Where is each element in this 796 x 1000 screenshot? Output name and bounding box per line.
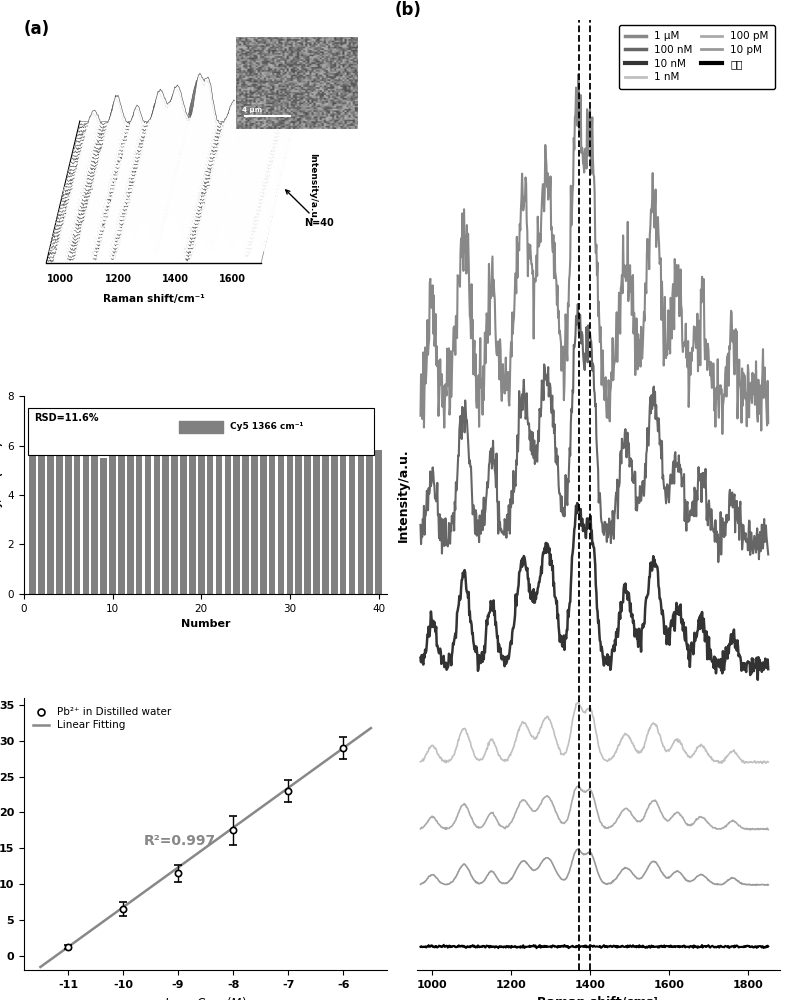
- Text: 1600: 1600: [219, 274, 246, 284]
- Text: (b): (b): [395, 1, 422, 19]
- X-axis label: Raman shift/cm⁻¹: Raman shift/cm⁻¹: [537, 995, 659, 1000]
- Linear Fitting: [206, 838, 216, 850]
- Bar: [136, 438, 142, 594]
- X-axis label: $Log_{10}C_{Pb^{2+}}(M)$: $Log_{10}C_{Pb^{2+}}(M)$: [164, 995, 247, 1000]
- Bar: [233, 433, 240, 594]
- Text: 1400: 1400: [162, 274, 189, 284]
- Bar: [340, 446, 346, 594]
- Bar: [47, 450, 54, 594]
- Y-axis label: Intensity/a.u.(×10³): Intensity/a.u.(×10³): [0, 441, 2, 549]
- Bar: [198, 418, 205, 594]
- Bar: [304, 443, 311, 594]
- Legend: 1 μM, 100 nM, 10 nM, 1 nM, 100 pM, 10 pM, 背景: 1 μM, 100 nM, 10 nM, 1 nM, 100 pM, 10 pM…: [619, 25, 775, 89]
- Bar: [74, 448, 80, 594]
- Linear Fitting: [349, 734, 359, 746]
- Bar: [207, 448, 213, 594]
- Linear Fitting: [36, 961, 45, 973]
- Text: 1200: 1200: [104, 274, 131, 284]
- Bar: [242, 443, 249, 594]
- Text: (a): (a): [24, 20, 50, 38]
- Bar: [83, 443, 89, 594]
- Bar: [216, 421, 222, 594]
- X-axis label: Number: Number: [181, 619, 230, 629]
- Text: 1000: 1000: [47, 274, 74, 284]
- Bar: [313, 418, 320, 594]
- Bar: [154, 448, 160, 594]
- Linear Fitting: [366, 722, 376, 734]
- FancyBboxPatch shape: [29, 408, 374, 455]
- Text: 4 μm: 4 μm: [242, 107, 262, 113]
- Text: Raman shift/cm⁻¹: Raman shift/cm⁻¹: [103, 294, 205, 304]
- Line: Linear Fitting: Linear Fitting: [41, 728, 371, 967]
- Text: N=40: N=40: [286, 190, 334, 228]
- Text: R²=0.997: R²=0.997: [144, 834, 216, 848]
- Bar: [171, 448, 178, 594]
- Y-axis label: Intensity/a.u.: Intensity/a.u.: [396, 448, 410, 542]
- Bar: [251, 450, 258, 594]
- Bar: [331, 436, 338, 594]
- Bar: [109, 450, 116, 594]
- Bar: [118, 448, 125, 594]
- Bar: [189, 446, 196, 594]
- Linear Fitting: [232, 819, 242, 831]
- Text: RSD=11.6%: RSD=11.6%: [34, 413, 99, 423]
- Linear Fitting: [112, 905, 122, 917]
- Bar: [162, 443, 169, 594]
- Bar: [92, 450, 98, 594]
- Bar: [375, 450, 382, 594]
- Bar: [180, 443, 187, 594]
- Bar: [224, 426, 231, 594]
- Bar: [349, 433, 355, 594]
- Bar: [56, 433, 63, 594]
- Bar: [269, 443, 275, 594]
- Bar: [38, 448, 45, 594]
- Bar: [260, 446, 267, 594]
- Bar: [357, 448, 364, 594]
- Bar: [100, 458, 107, 594]
- Bar: [366, 441, 373, 594]
- Legend: Pb²⁺ in Distilled water, Linear Fitting: Pb²⁺ in Distilled water, Linear Fitting: [29, 703, 176, 735]
- Bar: [65, 441, 72, 594]
- Linear Fitting: [339, 741, 349, 753]
- Bar: [29, 443, 36, 594]
- Bar: [145, 418, 151, 594]
- Bar: [287, 448, 293, 594]
- Bar: [278, 453, 284, 594]
- Bar: [322, 446, 329, 594]
- Text: Intensity/a.u.: Intensity/a.u.: [308, 153, 318, 221]
- Bar: [127, 446, 134, 594]
- Bar: [295, 441, 302, 594]
- Linear Fitting: [99, 915, 108, 927]
- Text: Cy5 1366 cm⁻¹: Cy5 1366 cm⁻¹: [229, 422, 303, 431]
